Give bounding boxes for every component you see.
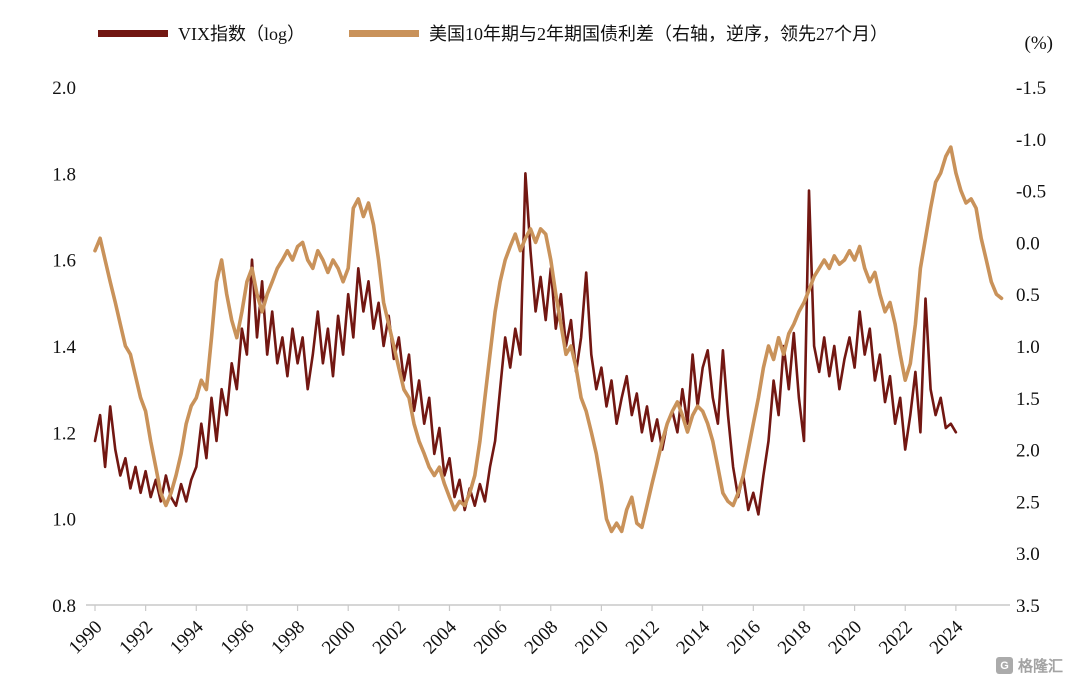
x-tick-label: 2012 [622, 617, 664, 659]
x-tick-label: 2006 [470, 617, 512, 659]
x-tick-label: 2014 [672, 616, 714, 658]
x-tick-label: 2022 [875, 617, 917, 659]
right-tick-label: 3.0 [1016, 544, 1040, 565]
left-tick-label: 1.2 [52, 423, 76, 444]
x-tick-label: 2000 [318, 617, 360, 659]
x-tick-label: 2004 [419, 616, 461, 658]
left-tick-label: 2.0 [52, 78, 76, 99]
legend-item-vix: VIX指数（log） [98, 20, 305, 46]
right-axis-unit-label: (%) [1024, 33, 1053, 54]
left-tick-label: 1.4 [52, 337, 76, 358]
legend-item-spread: 美国10年期与2年期国债利差（右轴，逆序，领先27个月） [349, 20, 888, 46]
x-tick-label: 1994 [166, 616, 208, 658]
x-tick-label: 1992 [115, 617, 157, 659]
left-tick-label: 1.8 [52, 164, 76, 185]
left-tick-label: 1.6 [52, 251, 76, 272]
right-tick-label: 0.5 [1016, 285, 1040, 306]
x-tick-label: 1998 [267, 617, 309, 659]
x-tick-label: 1996 [217, 617, 259, 659]
left-tick-label: 1.0 [52, 510, 76, 531]
x-tick-label: 2018 [774, 617, 816, 659]
legend-label-spread: 美国10年期与2年期国债利差（右轴，逆序，领先27个月） [429, 24, 888, 44]
gelonghui-watermark-text: 格隆汇 [1017, 658, 1063, 675]
right-tick-label: -1.5 [1016, 78, 1046, 99]
right-tick-label: 2.0 [1016, 441, 1040, 462]
right-tick-label: 1.5 [1016, 389, 1040, 410]
right-tick-label: 0.0 [1016, 233, 1040, 254]
right-tick-label: 2.5 [1016, 492, 1040, 513]
x-tick-label: 1990 [65, 617, 107, 659]
spread-series-line [93, 145, 1004, 534]
right-tick-label: 1.0 [1016, 337, 1040, 358]
x-tick-label: 2016 [723, 617, 765, 659]
x-tick-label: 2002 [369, 617, 411, 659]
spread-line-swatch [349, 29, 419, 37]
right-tick-label: -1.0 [1016, 130, 1046, 151]
right-tick-label: 3.5 [1016, 596, 1040, 617]
gelonghui-logo-icon: G [995, 657, 1013, 674]
legend: VIX指数（log） 美国10年期与2年期国债利差（右轴，逆序，领先27个月） [98, 20, 888, 46]
vix-series-line [93, 172, 958, 516]
x-tick-label: 2008 [521, 617, 563, 659]
vix-line-swatch [98, 29, 168, 37]
x-tick-label: 2024 [926, 616, 968, 658]
right-tick-label: -0.5 [1016, 182, 1046, 203]
left-tick-label: 0.8 [52, 596, 76, 617]
x-tick-label: 2010 [571, 617, 613, 659]
gelonghui-watermark: G 格隆汇 [995, 655, 1063, 676]
legend-label-vix: VIX指数（log） [178, 24, 305, 44]
x-tick-label: 2020 [824, 617, 866, 659]
